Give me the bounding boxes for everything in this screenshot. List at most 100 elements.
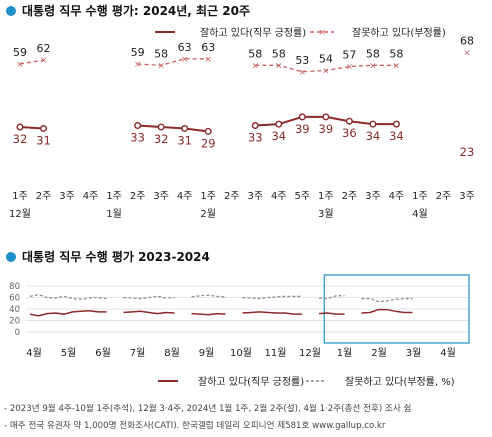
positive-point-7 [181,124,189,132]
negative-label-19: 68 [460,34,474,47]
x-tick-label-7: 4주 [177,191,193,202]
positive-label-19: 23 [460,145,475,159]
legend2-negative-label: 잘못하고 있다(부정률, %) [345,375,455,388]
month-label-9: 1월 [337,347,353,359]
positive-point-5 [134,122,142,130]
positive-point-0 [16,123,24,131]
positive-point-14 [345,117,353,125]
month-label-4: 8월 [164,347,180,359]
negative-label-13: 54 [319,53,333,66]
positive-label-12: 39 [295,122,310,136]
month-label-4: 4월 [412,208,428,220]
legend-negative-marker: × [318,28,326,38]
negative-point-19: × [463,48,471,58]
negative-label-1: 62 [37,42,51,55]
x-tick-label-9: 2주 [224,191,240,202]
negative-line-segment-2 [255,64,397,73]
month-label-3: 7월 [130,347,146,359]
positive-label-11: 34 [271,129,286,143]
positive-label-7: 31 [177,133,192,147]
negative-label-15: 58 [366,47,380,60]
positive-point-13 [322,113,330,121]
x-tick-label-18: 2주 [436,191,452,202]
negative-label-5: 59 [131,46,145,59]
negative-point-11: × [275,61,283,71]
month-label-2: 6월 [95,347,111,359]
positive-trend-segment-1 [123,310,175,315]
positive-trend-segment-4 [318,312,345,315]
y-tick-label-3: 60 [9,294,20,304]
positive-trend-segment-0 [29,309,107,317]
month-label-12: 4월 [440,347,456,359]
y-tick-label-0: 0 [15,328,20,338]
chart2-title: 대통령 직무 수행 평가 2023-2024 [6,248,210,265]
month-label-11: 3월 [406,347,422,359]
x-tick-label-12: 5주 [295,191,311,202]
legend2-positive-label: 잘하고 있다(직무 긍정률) [198,375,304,388]
x-tick-label-11: 4주 [271,191,287,202]
bullet-dot-icon [6,5,16,16]
negative-line-segment-0 [19,59,44,65]
positive-line-segment-0 [19,126,44,130]
positive-label-14: 36 [342,126,357,140]
positive-label-5: 33 [130,131,145,145]
x-tick-label-16: 4주 [389,191,405,202]
positive-point-10 [251,122,259,130]
chart1-plot: 잘하고 있다(직무 긍정률) × 잘못하고 있다(부정률)×59×62×59×58 ×… [9,26,475,220]
month-label-3: 3월 [318,208,334,220]
x-tick-label-14: 2주 [342,191,358,202]
month-label-5: 9월 [199,347,215,359]
negative-trend-segment-5 [361,298,413,303]
negative-label-11: 58 [272,47,286,60]
negative-label-0: 59 [13,46,27,59]
positive-point-1 [40,124,48,132]
y-tick-label-1: 20 [9,317,20,327]
positive-label-1: 31 [36,133,51,147]
negative-point-6: × [157,61,165,71]
month-label-7: 11월 [265,347,287,359]
negative-point-1: × [40,56,48,66]
negative-trend-segment-0 [29,294,107,300]
x-tick-label-8: 1주 [200,191,216,202]
legend-negative-label: 잘못하고 있다(부정률) [352,26,446,39]
footnote-1: - 2023년 9월 4주-10월 1주(추석), 12월 3·4주, 2024… [4,404,412,414]
month-label-8: 12월 [299,347,321,359]
positive-label-0: 32 [13,132,28,146]
negative-label-14: 57 [342,49,356,62]
x-tick-label-17: 1주 [412,191,428,202]
positive-trend-segment-5 [361,308,413,314]
x-tick-label-0: 1주 [12,191,28,202]
negative-point-15: × [369,61,377,71]
negative-point-0: × [16,60,24,70]
highlight-box [323,274,470,344]
negative-trend-segment-1 [123,295,175,300]
negative-label-12: 53 [295,54,309,67]
chart1-title-text: 대통령 직무 수행 평가: 2024년, 최근 20주 [22,4,251,18]
x-tick-label-10: 3주 [247,191,263,202]
y-tick-label-2: 40 [9,305,20,315]
y-tick-label-4: 80 [9,282,20,292]
positive-point-16 [392,120,400,128]
positive-point-8 [204,127,212,135]
negative-point-12: × [299,68,307,78]
x-tick-label-6: 3주 [153,191,169,202]
month-label-1: 1월 [106,208,122,220]
negative-point-14: × [346,63,354,73]
chart2-title-text: 대통령 직무 수행 평가 2023-2024 [22,250,210,264]
negative-point-8: × [204,55,212,65]
x-tick-label-5: 2주 [130,191,146,202]
positive-label-8: 29 [201,136,216,150]
bullet-dot-icon [6,251,16,262]
month-label-0: 12월 [9,208,31,220]
negative-trend-segment-4 [318,295,345,300]
negative-point-13: × [322,67,330,77]
positive-label-16: 34 [389,129,404,143]
negative-trend-segment-2 [191,294,226,298]
x-tick-label-19: 3주 [459,191,475,202]
negative-point-7: × [181,55,189,65]
x-tick-label-2: 3주 [59,191,75,202]
negative-label-10: 58 [248,47,262,60]
positive-line-segment-1 [137,124,209,133]
negative-point-10: × [251,61,259,71]
